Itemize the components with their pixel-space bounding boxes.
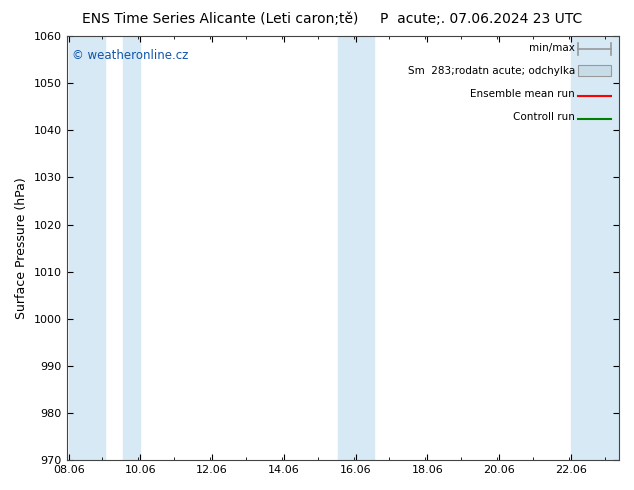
Bar xyxy=(338,36,373,460)
Text: Sm  283;rodatn acute; odchylka: Sm 283;rodatn acute; odchylka xyxy=(408,66,575,76)
Text: P  acute;. 07.06.2024 23 UTC: P acute;. 07.06.2024 23 UTC xyxy=(380,12,583,26)
Y-axis label: Surface Pressure (hPa): Surface Pressure (hPa) xyxy=(15,177,28,319)
Bar xyxy=(607,36,619,460)
FancyBboxPatch shape xyxy=(578,65,611,76)
Text: min/max: min/max xyxy=(529,43,575,52)
Bar xyxy=(68,36,105,460)
Bar xyxy=(122,36,141,460)
Text: © weatheronline.cz: © weatheronline.cz xyxy=(72,49,188,62)
Text: Ensemble mean run: Ensemble mean run xyxy=(470,89,575,99)
Text: ENS Time Series Alicante (Leti caron;tě): ENS Time Series Alicante (Leti caron;tě) xyxy=(82,12,359,26)
Text: Controll run: Controll run xyxy=(513,113,575,122)
Bar xyxy=(571,36,607,460)
